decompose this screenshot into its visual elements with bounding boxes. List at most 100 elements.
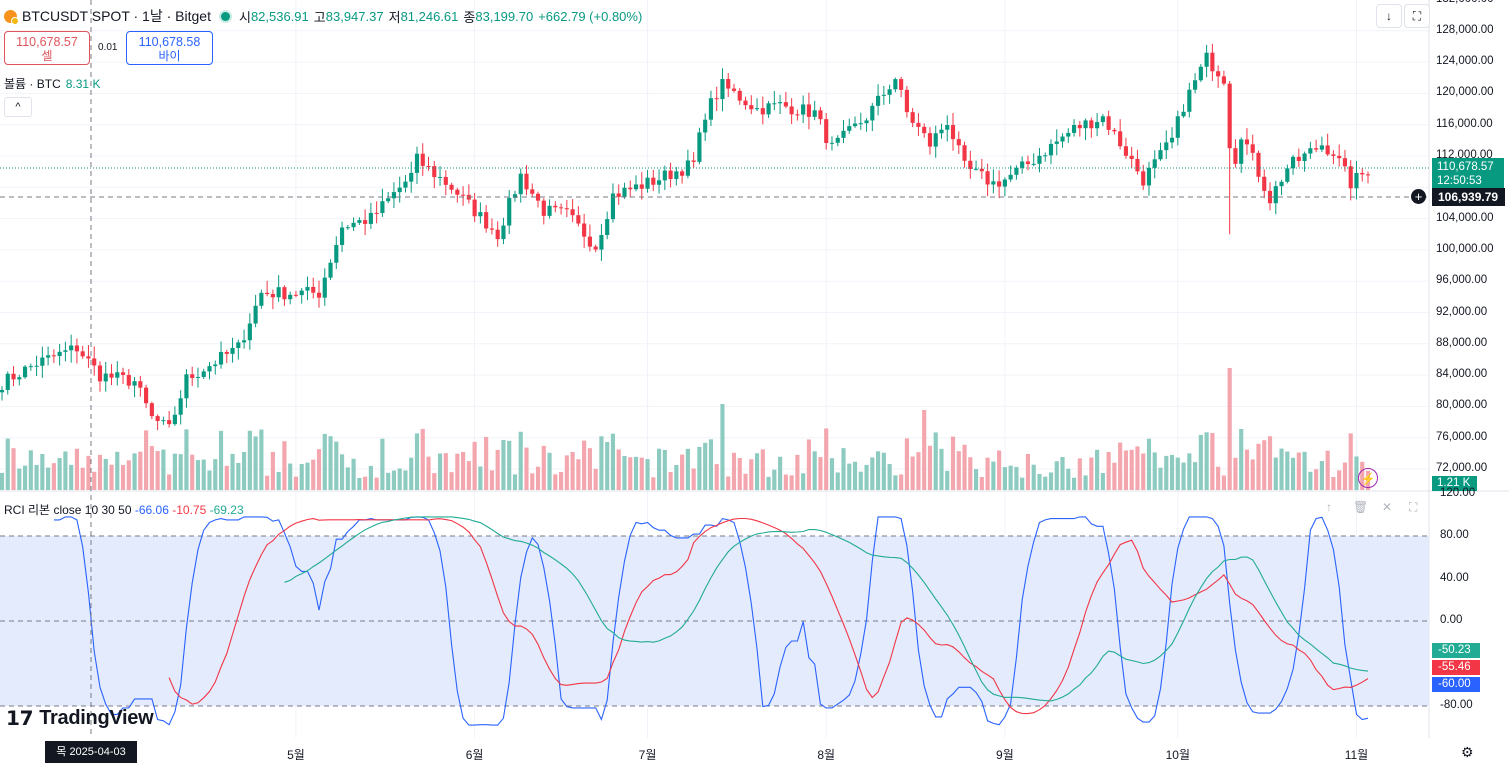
- volume-bar: [766, 476, 771, 490]
- volume-bar: [1216, 466, 1221, 490]
- rci-tick-label: 80.00: [1440, 529, 1469, 541]
- volume-bar: [466, 461, 471, 490]
- volume-bar: [195, 460, 201, 490]
- candle: [386, 198, 391, 202]
- volume-bar: [484, 436, 489, 490]
- high-label: 고: [313, 9, 326, 25]
- volume-bar: [420, 428, 425, 490]
- candle: [933, 133, 938, 147]
- candle: [51, 355, 56, 357]
- candle: [46, 355, 51, 358]
- volume-bar: [893, 475, 898, 490]
- candle: [962, 145, 967, 161]
- settings-gear-icon[interactable]: ⚙: [1461, 744, 1474, 760]
- candle: [22, 366, 28, 378]
- rci-mid-tag: -55.46: [1432, 660, 1480, 675]
- volume-bar: [270, 451, 275, 490]
- volume-bar: [334, 441, 339, 490]
- volume-bar: [910, 456, 915, 490]
- volume-bar: [841, 448, 846, 490]
- candle: [795, 114, 800, 116]
- volume-bar: [242, 452, 247, 490]
- buy-button[interactable]: 110,678.58 바이: [126, 31, 213, 65]
- candle: [1342, 158, 1348, 167]
- candle: [1002, 179, 1007, 187]
- rci-legend: RCI 리본 close 10 30 50 -66.06 -10.75 -69.…: [4, 501, 244, 518]
- volume-bar: [109, 464, 114, 490]
- volume-bar: [80, 467, 85, 490]
- candle: [97, 365, 103, 382]
- trash-icon[interactable]: 🗑: [1353, 500, 1369, 514]
- candle: [391, 192, 397, 199]
- volume-bar: [973, 469, 979, 490]
- volume-bar: [887, 464, 892, 490]
- volume-bar: [876, 451, 881, 490]
- candle: [1325, 145, 1330, 155]
- candle: [1187, 89, 1192, 112]
- volume-bar: [1267, 436, 1273, 490]
- candle: [1048, 143, 1054, 156]
- candle: [40, 357, 45, 366]
- candle: [979, 168, 984, 172]
- volume-bar: [1250, 459, 1255, 490]
- candle: [507, 197, 512, 226]
- volume-bar: [956, 451, 961, 490]
- tradingview-logo[interactable]: 𝟭𝟳 TradingView: [6, 706, 154, 731]
- candle: [743, 100, 748, 106]
- candle: [305, 286, 310, 291]
- candle: [322, 277, 327, 298]
- chevron-up-icon: ^: [15, 101, 21, 113]
- volume-bar: [40, 453, 45, 490]
- volume-bar: [138, 451, 143, 490]
- scroll-down-button[interactable]: ↓: [1376, 4, 1402, 28]
- volume-bar: [835, 472, 840, 490]
- pane-up-icon[interactable]: ↑: [1326, 500, 1332, 514]
- lightning-icon[interactable]: ⚡: [1358, 468, 1378, 488]
- candle: [887, 89, 892, 95]
- volume-bar: [368, 465, 373, 490]
- candle: [899, 79, 904, 90]
- volume-bar: [950, 436, 956, 490]
- month-tick-label: 5월: [287, 748, 305, 762]
- candle: [293, 294, 299, 296]
- volume-bar: [120, 464, 126, 490]
- candle: [1354, 172, 1359, 189]
- volume-bar: [1031, 464, 1036, 490]
- volume-bar: [904, 438, 909, 490]
- volume-bar: [559, 472, 564, 490]
- candle: [368, 212, 373, 224]
- candle: [559, 207, 564, 209]
- volume-bar: [1342, 462, 1348, 490]
- sell-label: 셀: [41, 49, 53, 63]
- candle: [674, 171, 679, 180]
- volume-bar: [374, 477, 379, 490]
- volume-bar: [945, 470, 950, 490]
- close-pane-icon[interactable]: ✕: [1382, 500, 1393, 514]
- rci-tick-label: 120.00: [1440, 486, 1476, 499]
- maximize-pane-icon[interactable]: ⛶: [1409, 500, 1418, 514]
- sell-button[interactable]: 110,678.57 셀: [4, 31, 90, 65]
- arrow-down-icon: ↓: [1386, 9, 1392, 23]
- volume-bar: [97, 454, 103, 490]
- rci-pane: [0, 516, 1429, 726]
- add-alert-icon[interactable]: +: [1411, 189, 1426, 204]
- candle: [829, 142, 835, 144]
- fullscreen-button[interactable]: ⛶: [1404, 4, 1430, 28]
- volume-bar: [1025, 453, 1031, 490]
- symbol-title[interactable]: BTCUSDT SPOT · 1날 · Bitget: [22, 8, 211, 24]
- volume-bar: [74, 448, 80, 490]
- candle: [1141, 171, 1146, 186]
- candle: [339, 227, 345, 245]
- candle: [760, 108, 765, 115]
- candle: [858, 123, 863, 125]
- candle: [818, 110, 823, 120]
- candle: [593, 246, 598, 250]
- collapse-legend-button[interactable]: ^: [4, 97, 32, 117]
- candle: [518, 173, 523, 195]
- volume-bar: [1302, 451, 1307, 490]
- volume-bar: [259, 429, 264, 490]
- candle: [345, 227, 350, 229]
- spread-value: 0.01: [98, 42, 118, 53]
